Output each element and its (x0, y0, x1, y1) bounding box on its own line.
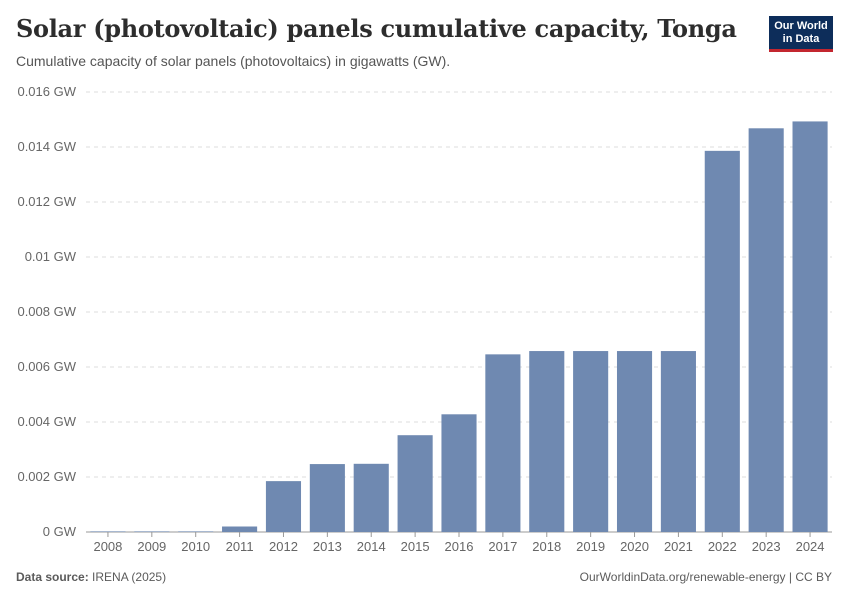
x-tick-label: 2023 (752, 539, 781, 554)
bar-2012[interactable] (265, 481, 302, 532)
bar-2015[interactable] (397, 435, 433, 532)
chart-subtitle: Cumulative capacity of solar panels (pho… (16, 53, 451, 69)
bar-2017[interactable] (485, 354, 521, 532)
y-tick-label: 0.006 GW (17, 359, 76, 374)
x-tick-label: 2013 (313, 539, 342, 554)
x-tick-label: 2021 (664, 539, 693, 554)
y-tick-label: 0.016 GW (17, 84, 76, 99)
x-tick-label: 2019 (576, 539, 605, 554)
x-tick-label: 2024 (796, 539, 825, 554)
x-tick-label: 2020 (620, 539, 649, 554)
y-tick-label: 0.012 GW (17, 194, 76, 209)
x-tick-label: 2015 (401, 539, 430, 554)
bar-2011[interactable] (222, 526, 258, 533)
bar-2008[interactable] (90, 531, 126, 532)
x-tick-label: 2022 (708, 539, 737, 554)
y-tick-label: 0 GW (43, 524, 77, 539)
bar-2020[interactable] (616, 351, 653, 532)
data-source-value[interactable]: IRENA (2025) (92, 570, 167, 584)
x-tick-label: 2009 (137, 539, 166, 554)
bar-2010[interactable] (178, 531, 214, 532)
x-tick-label: 2014 (357, 539, 386, 554)
data-source: Data source: IRENA (2025) (16, 570, 166, 584)
x-tick-label: 2017 (488, 539, 517, 554)
y-tick-label: 0.014 GW (17, 139, 76, 154)
footer-link[interactable]: OurWorldinData.org/renewable-energy | CC… (579, 570, 832, 584)
bar-2023[interactable] (748, 128, 784, 533)
bar-2016[interactable] (441, 414, 477, 532)
data-source-label: Data source: (16, 570, 89, 584)
y-tick-label: 0.008 GW (17, 304, 76, 319)
x-tick-label: 2010 (181, 539, 210, 554)
x-tick-label: 2016 (445, 539, 474, 554)
owid-logo[interactable]: Our World in Data (769, 16, 833, 52)
y-tick-label: 0.002 GW (17, 469, 76, 484)
bar-2024[interactable] (792, 121, 828, 533)
y-tick-label: 0.004 GW (17, 414, 76, 429)
x-tick-label: 2012 (269, 539, 298, 554)
bar-2019[interactable] (573, 351, 609, 532)
bar-2014[interactable] (353, 463, 389, 532)
x-tick-label: 2008 (93, 539, 122, 554)
bar-2021[interactable] (660, 351, 696, 532)
logo-line-2: in Data (782, 32, 820, 45)
bar-2022[interactable] (704, 150, 740, 532)
chart-title: Solar (photovoltaic) panels cumulative c… (16, 14, 737, 43)
x-tick-label: 2018 (532, 539, 561, 554)
x-tick-label: 2011 (226, 539, 254, 554)
bar-2018[interactable] (529, 351, 565, 532)
bar-2013[interactable] (309, 464, 345, 532)
logo-line-1: Our World (774, 19, 828, 32)
bar-2009[interactable] (134, 531, 170, 532)
y-tick-label: 0.01 GW (25, 249, 77, 264)
